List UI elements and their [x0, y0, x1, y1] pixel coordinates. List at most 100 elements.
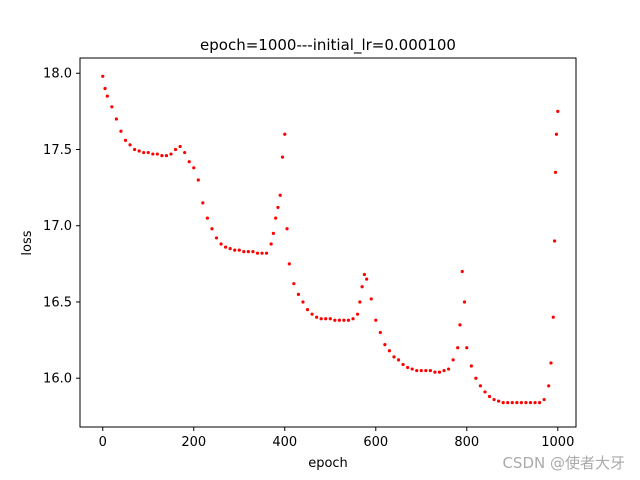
- x-axis-label: epoch: [308, 456, 348, 471]
- data-point: [547, 384, 551, 388]
- data-point: [173, 147, 178, 152]
- data-point: [201, 201, 205, 205]
- data-point: [358, 300, 362, 304]
- x-tick-label: 600: [363, 435, 388, 450]
- data-point: [524, 401, 528, 405]
- x-tick-label: 0: [99, 435, 107, 450]
- data-point: [342, 318, 346, 322]
- data-point: [365, 277, 369, 281]
- data-point: [271, 231, 275, 235]
- data-point: [554, 132, 559, 136]
- data-point: [549, 361, 553, 365]
- data-point: [406, 365, 410, 370]
- data-point: [446, 367, 451, 371]
- data-point: [187, 160, 191, 164]
- data-point: [492, 397, 496, 402]
- data-point: [456, 346, 460, 350]
- data-point: [392, 355, 396, 359]
- data-point: [280, 155, 285, 159]
- y-axis-ticks: 16.0 16.5 17.0 17.5 18.0: [43, 67, 80, 387]
- data-point: [169, 152, 173, 156]
- data-point: [133, 147, 137, 152]
- data-point: [519, 401, 523, 405]
- data-point: [538, 401, 542, 405]
- data-point: [474, 376, 478, 380]
- axes-frame: [79, 57, 577, 428]
- data-point: [487, 394, 492, 399]
- data-point: [237, 248, 241, 252]
- data-point: [192, 166, 196, 170]
- data-point: [137, 149, 141, 153]
- data-point: [355, 312, 360, 316]
- data-point: [424, 368, 428, 373]
- data-point: [469, 364, 473, 368]
- data-point: [285, 227, 289, 231]
- data-point: [310, 312, 314, 316]
- data-point: [369, 297, 373, 301]
- data-point: [287, 262, 291, 266]
- data-point: [360, 285, 364, 289]
- data-point: [328, 317, 332, 321]
- data-point: [260, 251, 264, 255]
- data-point: [362, 272, 366, 277]
- data-point: [542, 397, 546, 402]
- data-point: [246, 250, 250, 254]
- data-point: [283, 132, 287, 136]
- x-tick-label: 200: [181, 435, 206, 450]
- data-point: [146, 150, 150, 155]
- data-point: [274, 216, 278, 220]
- data-point: [374, 318, 378, 322]
- data-point: [401, 362, 405, 367]
- y-tick-label: 16.0: [43, 372, 72, 387]
- data-point: [183, 150, 187, 155]
- data-point: [497, 399, 501, 403]
- data-point: [228, 247, 232, 251]
- y-axis-label: loss: [20, 230, 35, 255]
- data-point: [151, 152, 155, 156]
- data-point: [242, 250, 246, 254]
- data-point: [301, 300, 305, 304]
- data-point: [123, 138, 128, 142]
- data-point: [533, 401, 537, 405]
- data-point: [551, 315, 555, 319]
- data-point: [219, 242, 223, 246]
- data-point: [205, 216, 210, 220]
- data-point: [103, 86, 107, 91]
- data-point: [155, 152, 159, 156]
- data-point: [264, 251, 269, 255]
- data-point: [233, 248, 237, 252]
- data-point: [324, 317, 328, 321]
- data-point: [437, 370, 442, 374]
- data-point: [214, 236, 219, 240]
- data-point: [119, 129, 123, 133]
- data-point: [269, 242, 273, 246]
- data-point: [510, 401, 514, 405]
- x-tick-label: 400: [272, 435, 297, 450]
- data-point: [276, 205, 280, 210]
- data-point: [553, 170, 558, 174]
- data-point: [315, 315, 319, 319]
- data-point: [305, 307, 310, 312]
- data-point: [387, 349, 392, 353]
- data-point: [458, 323, 462, 327]
- data-point: [251, 250, 255, 254]
- data-point: [428, 368, 432, 373]
- data-point: [528, 401, 533, 405]
- data-point: [465, 346, 469, 350]
- watermark: CSDN @使者大牙: [502, 454, 625, 472]
- x-tick-label: 800: [454, 435, 479, 450]
- chart-title: epoch=1000---initial_lr=0.000100: [200, 36, 456, 55]
- data-point: [110, 105, 114, 109]
- data-point: [224, 245, 228, 249]
- data-point: [101, 74, 105, 78]
- data-point: [396, 358, 401, 362]
- data-point: [210, 227, 214, 231]
- data-point: [451, 358, 455, 362]
- data-point: [483, 390, 487, 394]
- y-tick-label: 18.0: [43, 67, 72, 82]
- data-point: [515, 401, 519, 405]
- data-point: [410, 367, 414, 371]
- data-point: [337, 318, 341, 322]
- data-point: [105, 94, 109, 98]
